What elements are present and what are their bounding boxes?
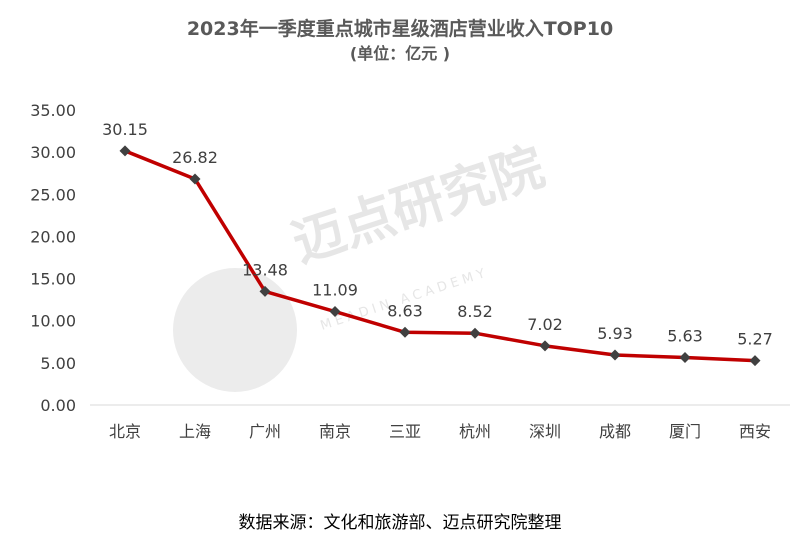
x-tick-label: 杭州 <box>459 422 491 441</box>
data-point-marker <box>259 285 271 297</box>
x-tick-label: 广州 <box>249 422 281 441</box>
watermark-logo: 迈点研究院 MEADIN ACADEMY <box>173 137 551 392</box>
data-label: 5.93 <box>597 324 633 343</box>
data-point-marker <box>119 145 131 157</box>
chart-axes: 0.00 5.00 10.00 15.00 20.00 25.00 30.00 35.00 北京… <box>30 101 790 441</box>
x-tick-label: 深圳 <box>529 422 561 441</box>
data-label: 11.09 <box>312 281 358 300</box>
x-tick-label: 西安 <box>739 422 771 441</box>
data-point-marker <box>399 326 411 338</box>
y-tick-label: 0.00 <box>40 396 76 415</box>
data-label: 8.52 <box>457 302 493 321</box>
chart-plot: 30.15 26.82 13.48 11.09 8.63 8.52 7.02 5.93 5.63… <box>102 120 773 367</box>
y-tick-label: 15.00 <box>30 270 76 289</box>
data-point-marker <box>679 352 691 364</box>
y-tick-label: 25.00 <box>30 185 76 204</box>
data-label: 8.63 <box>387 301 423 320</box>
data-label: 26.82 <box>172 148 218 167</box>
data-label: 13.48 <box>242 260 288 279</box>
y-tick-label: 5.00 <box>40 354 76 373</box>
data-label: 30.15 <box>102 120 148 139</box>
x-tick-label: 南京 <box>319 422 351 441</box>
y-tick-label: 10.00 <box>30 312 76 331</box>
data-point-marker <box>469 327 481 339</box>
source-note: 数据来源：文化和旅游部、迈点研究院整理 <box>238 513 562 533</box>
y-tick-label: 35.00 <box>30 101 76 120</box>
data-label: 5.63 <box>667 327 703 346</box>
data-point-marker <box>329 306 341 318</box>
series-line <box>124 149 756 363</box>
x-tick-label: 成都 <box>599 422 631 441</box>
data-point-marker <box>749 355 761 367</box>
x-tick-label: 上海 <box>179 422 211 441</box>
x-tick-label: 厦门 <box>669 422 701 441</box>
data-label: 7.02 <box>527 315 563 334</box>
data-label: 5.27 <box>737 330 773 349</box>
y-tick-label: 30.00 <box>30 143 76 162</box>
x-tick-label: 三亚 <box>389 422 421 441</box>
watermark-text: 迈点研究院 <box>285 137 551 274</box>
chart-subtitle: (单位：亿元 ) <box>349 44 451 63</box>
data-point-marker <box>189 173 201 185</box>
data-point-marker <box>609 349 621 361</box>
y-tick-label: 20.00 <box>30 227 76 246</box>
x-tick-label: 北京 <box>109 422 141 441</box>
data-point-marker <box>539 340 551 352</box>
chart-title: 2023年一季度重点城市星级酒店营业收入TOP10 <box>186 18 614 40</box>
